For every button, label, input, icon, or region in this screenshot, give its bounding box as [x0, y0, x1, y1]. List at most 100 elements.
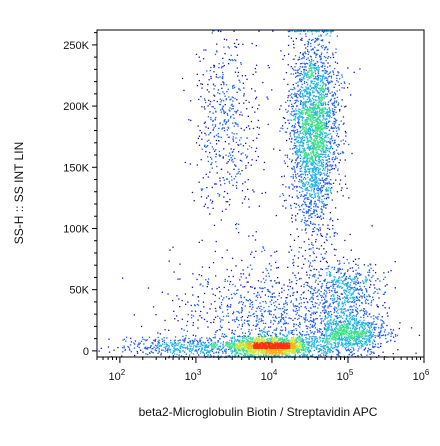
data-point	[346, 296, 348, 298]
data-point	[219, 76, 221, 78]
data-point	[270, 280, 272, 282]
data-point	[340, 293, 342, 295]
data-point	[314, 322, 316, 324]
data-point	[300, 179, 302, 181]
data-point	[179, 347, 181, 350]
data-point	[297, 155, 299, 157]
data-point	[236, 181, 238, 183]
data-point	[206, 312, 208, 314]
data-point	[330, 80, 332, 82]
data-point	[236, 187, 238, 189]
data-point	[302, 104, 304, 106]
data-point	[314, 306, 316, 308]
data-point	[204, 132, 206, 134]
data-point	[332, 153, 334, 155]
data-point	[332, 224, 334, 227]
data-point	[312, 83, 314, 85]
data-point	[218, 127, 220, 130]
data-point	[323, 293, 325, 295]
data-point	[321, 153, 323, 155]
data-point	[353, 290, 355, 292]
data-point	[328, 83, 330, 85]
data-point	[383, 334, 385, 336]
data-point	[306, 163, 308, 165]
data-point	[280, 320, 282, 323]
data-point	[314, 274, 316, 276]
data-point	[303, 101, 305, 103]
data-point	[310, 80, 312, 82]
data-point	[374, 329, 376, 331]
data-point	[193, 343, 195, 345]
data-point	[311, 331, 313, 333]
data-point	[352, 324, 355, 326]
data-point	[322, 340, 324, 342]
data-point	[372, 275, 374, 277]
data-point	[303, 104, 305, 106]
data-point	[345, 105, 347, 107]
data-point	[297, 74, 299, 77]
data-point	[165, 346, 168, 348]
data-point	[327, 155, 329, 157]
data-point	[233, 319, 235, 321]
data-point	[208, 91, 210, 93]
data-point	[262, 355, 264, 357]
data-point	[323, 195, 325, 197]
data-point	[308, 341, 310, 343]
data-point	[291, 106, 293, 108]
data-point	[294, 99, 296, 102]
data-point	[320, 275, 322, 277]
data-point	[171, 343, 173, 346]
data-point	[336, 328, 338, 330]
data-point	[240, 273, 242, 275]
data-point	[300, 58, 303, 60]
data-point	[225, 84, 228, 86]
data-point	[336, 35, 338, 37]
data-point	[223, 179, 225, 181]
data-point	[303, 283, 305, 286]
data-point	[345, 132, 347, 134]
data-point	[301, 37, 303, 39]
data-point	[279, 130, 281, 132]
data-point	[151, 351, 153, 353]
data-point	[238, 102, 240, 104]
data-point	[258, 355, 260, 358]
data-point	[223, 93, 225, 95]
data-point	[290, 88, 292, 90]
data-point	[328, 348, 330, 350]
data-point	[195, 345, 197, 347]
data-point	[252, 139, 254, 142]
data-point	[291, 103, 293, 105]
data-point	[316, 216, 318, 218]
data-point	[285, 72, 288, 74]
data-point	[204, 349, 206, 351]
data-point	[327, 87, 329, 89]
data-point	[305, 133, 307, 135]
data-point	[221, 99, 223, 101]
data-point	[322, 119, 324, 121]
data-point	[239, 159, 242, 162]
data-point	[305, 281, 307, 283]
data-point	[325, 328, 327, 330]
data-point	[328, 271, 330, 273]
data-point	[284, 309, 286, 311]
data-point	[171, 342, 173, 344]
data-point	[315, 238, 317, 241]
data-point	[161, 338, 163, 340]
data-point	[253, 312, 255, 315]
data-point	[313, 274, 315, 276]
data-point	[320, 45, 322, 47]
data-point	[313, 91, 315, 93]
data-point	[323, 172, 325, 174]
data-point	[303, 198, 306, 200]
data-point	[236, 310, 238, 313]
data-point	[294, 169, 296, 171]
data-point	[312, 326, 314, 328]
data-point	[300, 39, 302, 41]
data-point	[324, 107, 326, 109]
data-point	[364, 279, 366, 281]
data-point	[329, 281, 331, 283]
data-point	[292, 303, 294, 305]
data-point	[332, 284, 334, 286]
data-point	[197, 137, 199, 140]
data-point	[326, 282, 328, 285]
